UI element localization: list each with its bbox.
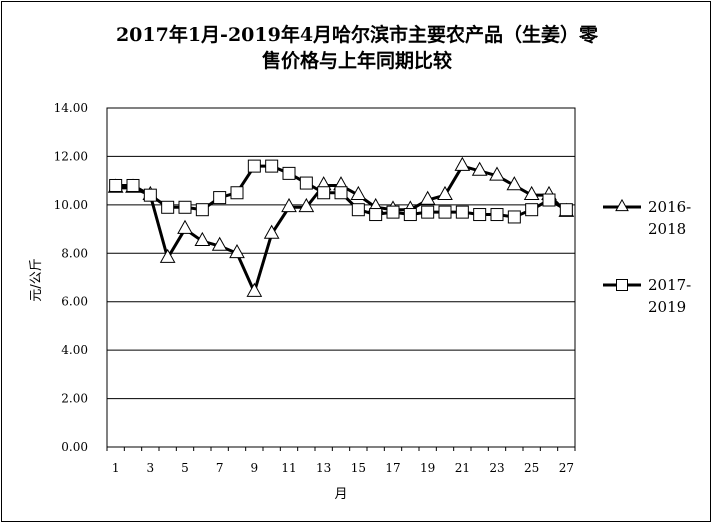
legend-item-1: 2016- 2018 bbox=[603, 198, 691, 238]
series-1 bbox=[107, 156, 575, 297]
data-point-square bbox=[542, 193, 556, 207]
data-point-square bbox=[143, 188, 157, 202]
data-point-square bbox=[213, 191, 227, 205]
legend: 2016- 2018 2017- 2019 bbox=[603, 198, 691, 316]
data-point-triangle bbox=[246, 282, 263, 297]
x-tick-label: 17 bbox=[385, 461, 400, 475]
x-tick-label: 11 bbox=[281, 461, 296, 475]
data-point-square bbox=[230, 186, 244, 200]
data-point-square bbox=[525, 203, 539, 217]
data-point-square bbox=[559, 203, 573, 217]
plot-area bbox=[106, 107, 576, 448]
data-point-triangle bbox=[506, 176, 523, 191]
chart-title-line2: 售价格与上年同期比较 bbox=[261, 50, 452, 72]
data-point-square bbox=[161, 200, 175, 214]
x-tick-label: 1 bbox=[112, 461, 120, 475]
data-point-triangle bbox=[437, 185, 453, 200]
y-tick-label: 2.00 bbox=[61, 392, 88, 406]
data-point-square bbox=[299, 176, 313, 190]
x-tick-label: 7 bbox=[216, 461, 224, 475]
data-point-square bbox=[195, 203, 209, 217]
y-tick-label: 12.00 bbox=[54, 149, 88, 163]
legend-label: 2017- bbox=[648, 276, 691, 294]
legend-label: 2019 bbox=[648, 298, 686, 316]
data-point-triangle bbox=[159, 248, 176, 263]
chart-title-line1: 2017年1月-2019年4月哈尔滨市主要农产品（生姜）零 bbox=[115, 24, 599, 46]
y-axis-label: 元/公斤 bbox=[29, 258, 44, 301]
data-point-square bbox=[178, 200, 192, 214]
data-point-square bbox=[109, 178, 123, 192]
data-point-square bbox=[473, 208, 487, 222]
y-tick-labels: 0.00 2.00 4.00 6.00 8.00 10.00 12.00 14.00 bbox=[54, 101, 88, 454]
x-tick-label: 21 bbox=[455, 461, 470, 475]
data-point-square bbox=[351, 203, 365, 217]
x-tick-label: 9 bbox=[251, 461, 259, 475]
y-tick-label: 6.00 bbox=[61, 295, 88, 309]
x-tick-labels: 1 3 5 7 9 11 13 15 17 19 21 23 25 27 bbox=[112, 461, 574, 475]
data-point-square bbox=[403, 208, 417, 222]
legend-item-2: 2017- 2019 bbox=[603, 276, 691, 316]
legend-label: 2016- bbox=[648, 198, 691, 216]
data-point-square bbox=[126, 178, 140, 192]
grid-lines bbox=[107, 107, 575, 448]
data-point-square bbox=[247, 159, 261, 173]
series-layer bbox=[107, 156, 575, 297]
x-tick-label: 25 bbox=[524, 461, 539, 475]
data-point-triangle bbox=[489, 166, 505, 181]
plot-area-border bbox=[106, 107, 576, 451]
x-axis-label: 月 bbox=[334, 487, 347, 502]
x-tick-label: 13 bbox=[316, 461, 331, 475]
x-tick-label: 27 bbox=[559, 461, 574, 475]
data-point-square bbox=[282, 166, 296, 180]
x-tick-label: 15 bbox=[351, 461, 366, 475]
series-2 bbox=[109, 159, 573, 224]
x-tick-label: 3 bbox=[147, 461, 155, 475]
data-point-triangle bbox=[194, 231, 211, 246]
data-point-square bbox=[490, 208, 504, 222]
y-tick-label: 0.00 bbox=[61, 440, 88, 454]
x-tick-label: 19 bbox=[420, 461, 435, 475]
data-point-triangle bbox=[350, 185, 367, 200]
data-point-square bbox=[369, 208, 383, 222]
data-point-triangle bbox=[211, 236, 228, 251]
data-point-square bbox=[317, 186, 331, 200]
data-point-square bbox=[507, 210, 521, 224]
data-point-triangle bbox=[229, 243, 245, 259]
data-point-square bbox=[438, 205, 452, 219]
data-point-square bbox=[386, 205, 400, 219]
x-tick-label: 5 bbox=[181, 461, 189, 475]
data-point-triangle bbox=[615, 198, 629, 212]
x-tick-label: 23 bbox=[489, 461, 504, 475]
data-point-square bbox=[334, 186, 348, 200]
legend-label: 2018 bbox=[648, 220, 686, 238]
data-point-square bbox=[421, 205, 435, 219]
data-point-triangle bbox=[523, 185, 540, 200]
y-tick-label: 10.00 bbox=[54, 198, 88, 212]
y-tick-label: 8.00 bbox=[61, 246, 88, 260]
data-point-square bbox=[265, 159, 279, 173]
data-point-triangle bbox=[454, 156, 471, 171]
data-point-square bbox=[455, 205, 469, 219]
data-point-square bbox=[616, 279, 628, 291]
y-tick-label: 4.00 bbox=[61, 343, 88, 357]
data-point-triangle bbox=[177, 219, 193, 234]
data-point-triangle bbox=[298, 197, 315, 213]
data-point-triangle bbox=[419, 190, 436, 205]
data-point-triangle bbox=[263, 224, 280, 239]
data-point-triangle bbox=[281, 197, 297, 213]
data-point-triangle bbox=[471, 161, 488, 176]
y-tick-label: 14.00 bbox=[54, 101, 88, 115]
